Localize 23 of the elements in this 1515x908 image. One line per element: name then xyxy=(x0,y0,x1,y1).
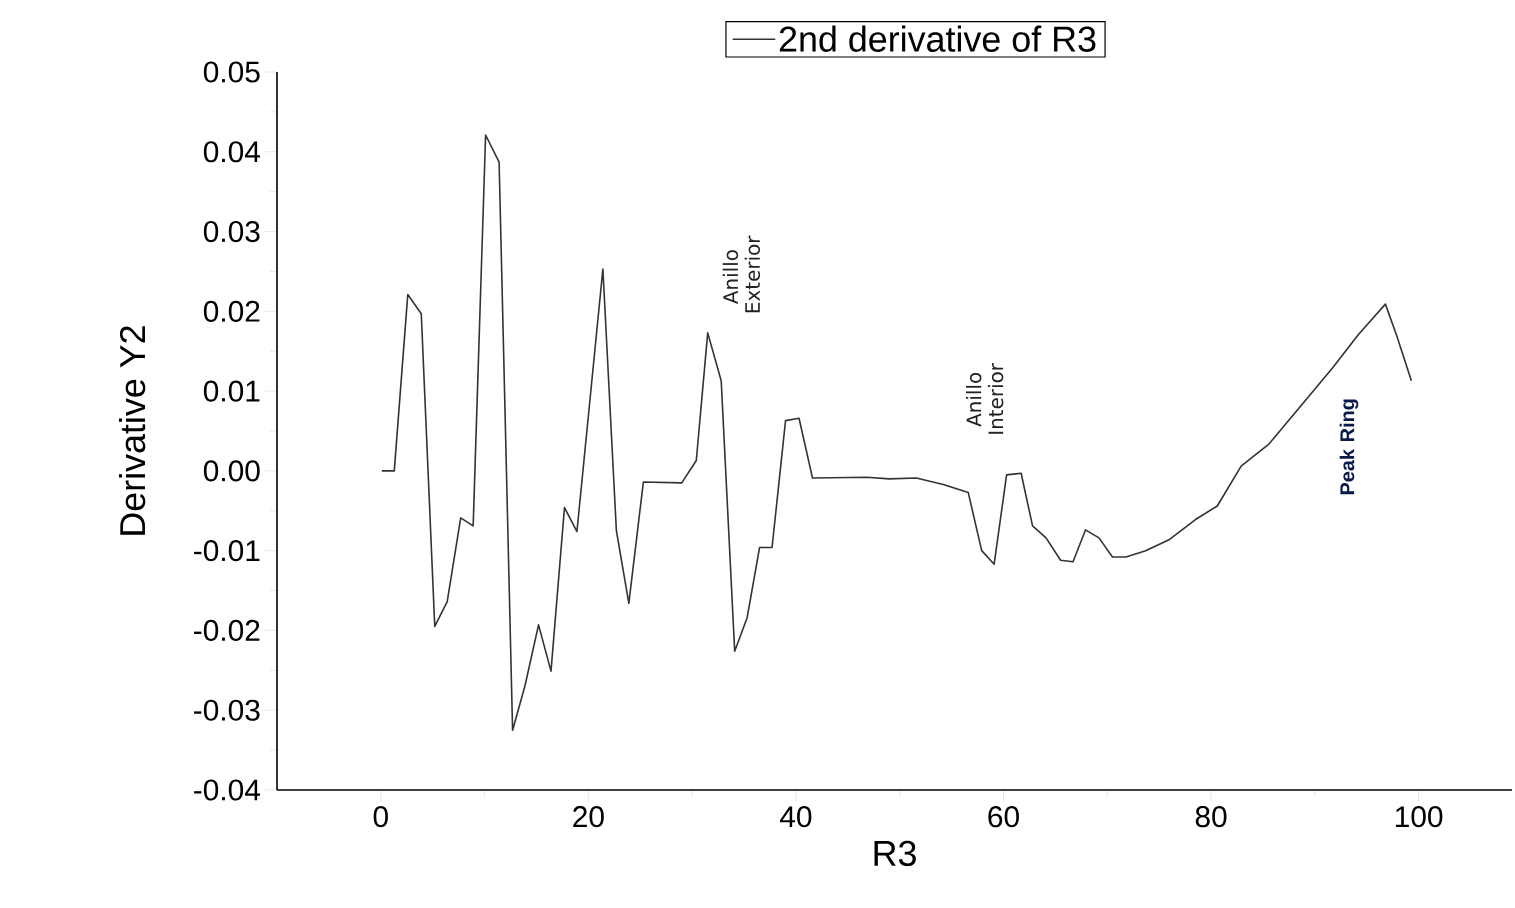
y-tick-label: -0.02 xyxy=(194,619,260,642)
x-tick-label: 40 xyxy=(779,806,812,828)
y-tick-label: 0.03 xyxy=(203,220,260,243)
x-axis-title: R3 xyxy=(874,840,916,867)
y-tick-label: 0.05 xyxy=(203,61,260,83)
y-tick-label: 0.02 xyxy=(203,300,260,322)
y-axis-title: Derivative Y2 xyxy=(118,326,146,535)
y-tick-label: -0.03 xyxy=(194,699,260,721)
annotation: Anillo Exterior xyxy=(722,235,761,313)
x-tick-label: 20 xyxy=(573,806,604,828)
x-tick-label: 100 xyxy=(1395,806,1443,828)
x-tick-label: 80 xyxy=(1195,806,1227,828)
x-tick-label: 60 xyxy=(988,806,1019,828)
annotation: Peak Ring xyxy=(1339,399,1359,495)
y-tick-label: -0.01 xyxy=(194,540,260,562)
legend-label: 2nd derivative of R3 xyxy=(779,25,1096,52)
y-tick-label: 0.00 xyxy=(203,460,260,482)
y-tick-label: 0.04 xyxy=(203,141,261,163)
annotation: Anillo Interior xyxy=(966,363,1004,434)
x-tick-label: 0 xyxy=(373,806,388,828)
line-series xyxy=(381,134,1413,731)
y-tick-label: 0.01 xyxy=(203,380,260,402)
y-tick-label: -0.04 xyxy=(194,779,261,801)
